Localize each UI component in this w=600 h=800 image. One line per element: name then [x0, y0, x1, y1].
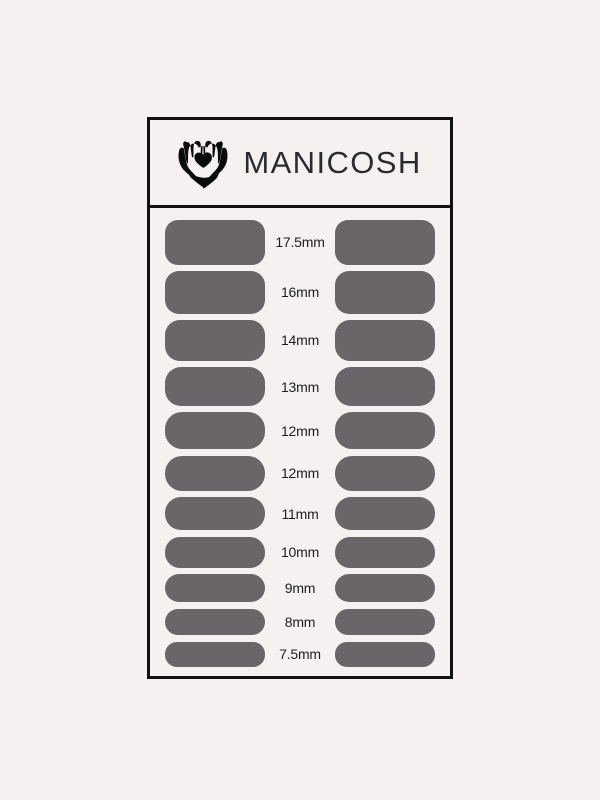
size-row: 14mm — [150, 317, 450, 364]
nail-swatch-left — [165, 367, 265, 407]
size-label: 17.5mm — [275, 234, 325, 251]
nail-swatch-left — [165, 536, 265, 568]
nail-swatch-right — [335, 536, 435, 568]
nail-swatch-right — [335, 497, 435, 531]
nail-swatch-right — [335, 455, 435, 491]
size-row: 8mm — [150, 605, 450, 638]
nail-swatch-right — [335, 412, 435, 450]
nail-swatch-right — [335, 270, 435, 314]
nail-swatch-right — [335, 574, 435, 603]
hands-holding-heart-icon — [178, 140, 228, 188]
size-row: 9mm — [150, 571, 450, 606]
size-row: 7.5mm — [150, 638, 450, 670]
size-row: 16mm — [150, 268, 450, 317]
size-label: 9mm — [284, 580, 316, 597]
size-label: 12mm — [280, 422, 320, 439]
size-label: 12mm — [280, 465, 320, 482]
nail-size-chart-card: MANICOSH 17.5mm 16mm 14mm 13mm 12mm 12mm 11mm 1… — [147, 117, 453, 679]
size-label: 10mm — [280, 544, 320, 561]
size-label: 8mm — [284, 613, 316, 630]
size-row: 11mm — [150, 494, 450, 533]
brand-lockup: MANICOSH — [172, 132, 421, 194]
size-label: 13mm — [280, 378, 320, 395]
nail-swatch-left — [165, 641, 265, 667]
nail-swatch-left — [165, 455, 265, 491]
nail-swatch-left — [165, 219, 265, 265]
nail-swatch-left — [165, 412, 265, 450]
nail-swatch-right — [335, 367, 435, 407]
size-label: 16mm — [280, 284, 320, 301]
size-row: 10mm — [150, 533, 450, 571]
size-label: 14mm — [280, 332, 320, 349]
size-label: 7.5mm — [279, 646, 321, 663]
nail-swatch-left — [165, 319, 265, 361]
nail-swatch-right — [335, 219, 435, 265]
size-row: 12mm — [150, 452, 450, 493]
size-row: 13mm — [150, 364, 450, 409]
nail-swatch-left — [165, 497, 265, 531]
brand-header: MANICOSH — [150, 120, 450, 208]
nail-swatch-right — [335, 319, 435, 361]
brand-wordmark: MANICOSH — [243, 145, 422, 180]
size-row: 12mm — [150, 409, 450, 452]
nail-swatch-right — [335, 641, 435, 667]
size-label: 11mm — [281, 505, 319, 522]
size-row: 17.5mm — [150, 217, 450, 268]
nail-swatch-left — [165, 270, 265, 314]
size-rows-list: 17.5mm 16mm 14mm 13mm 12mm 12mm 11mm 10mm 9mm 8mm… — [150, 208, 450, 676]
nail-swatch-right — [335, 608, 435, 635]
nail-swatch-left — [165, 574, 265, 603]
nail-swatch-left — [165, 608, 265, 635]
